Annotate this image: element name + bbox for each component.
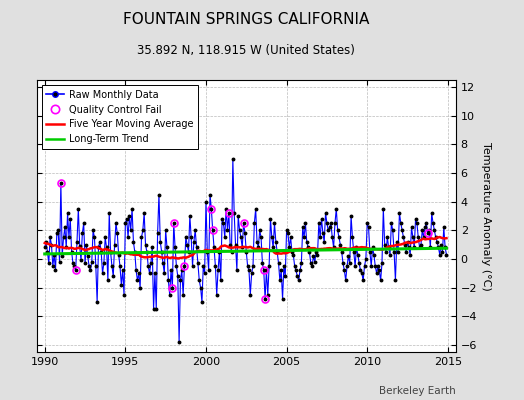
Text: Berkeley Earth: Berkeley Earth xyxy=(379,386,456,396)
Text: FOUNTAIN SPRINGS CALIFORNIA: FOUNTAIN SPRINGS CALIFORNIA xyxy=(123,12,369,27)
Y-axis label: Temperature Anomaly (°C): Temperature Anomaly (°C) xyxy=(481,142,491,290)
Text: 35.892 N, 118.915 W (United States): 35.892 N, 118.915 W (United States) xyxy=(137,44,355,57)
Legend: Raw Monthly Data, Quality Control Fail, Five Year Moving Average, Long-Term Tren: Raw Monthly Data, Quality Control Fail, … xyxy=(41,85,198,149)
